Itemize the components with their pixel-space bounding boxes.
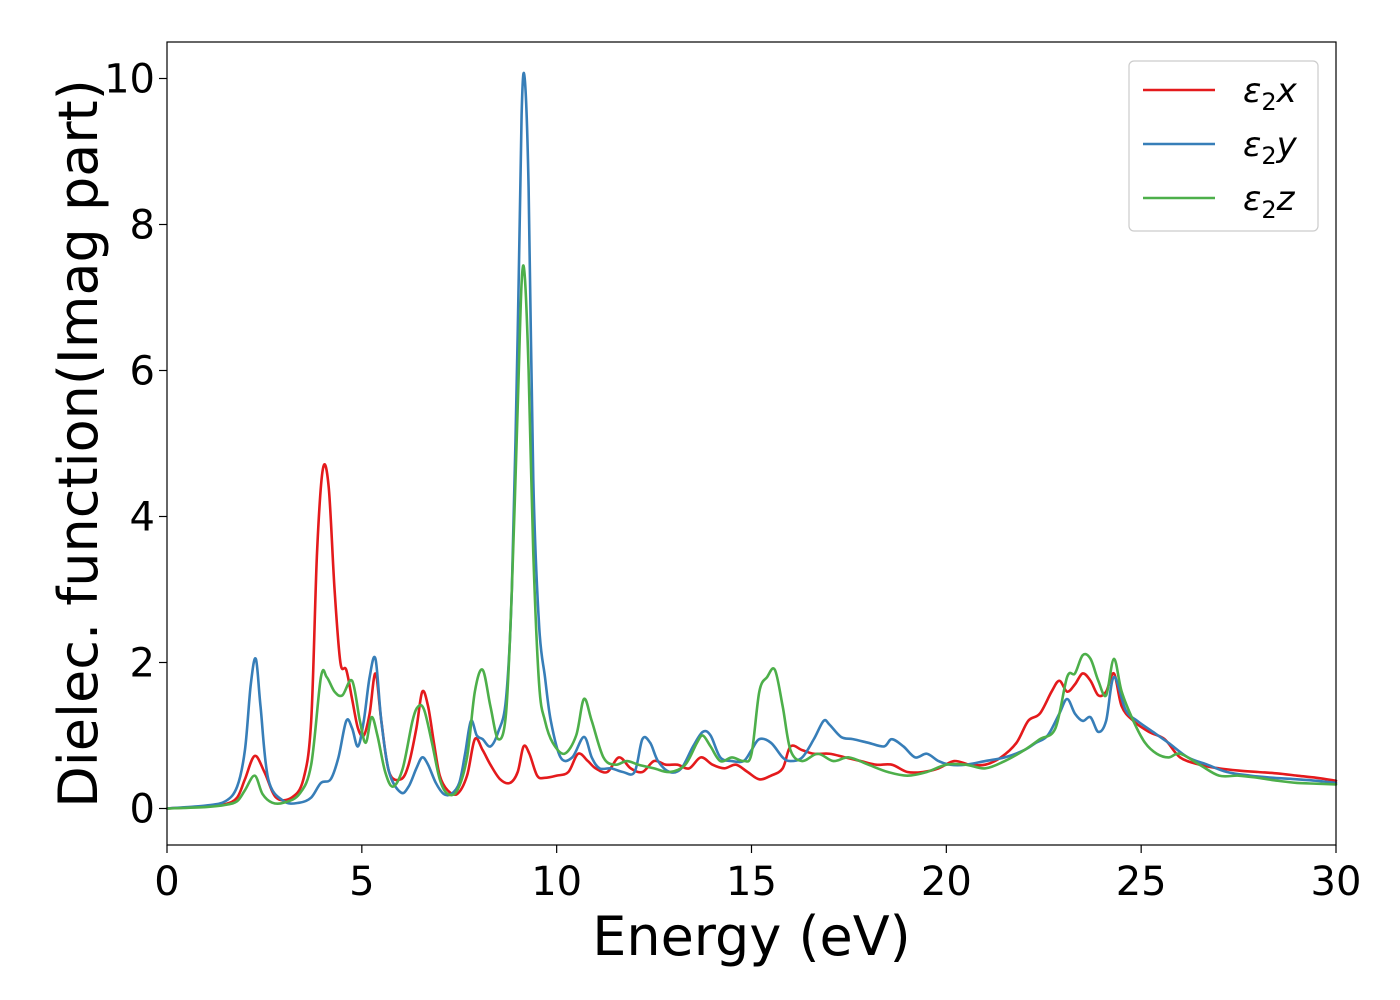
legend-label-y: ε2y [1243,125,1298,170]
x-tick-label: 0 [154,859,179,905]
y-axis-title: Dielec. function(Imag part) [47,79,110,808]
series-layer [165,71,1338,810]
y-tick-label: 6 [130,349,155,395]
y-tick-label: 2 [130,641,155,687]
x-tick-label: 30 [1311,859,1362,905]
y-tick-label: 8 [130,203,155,249]
x-tick-label: 5 [349,859,374,905]
ticks-layer: 0 5 10 15 20 25 30 0 2 4 6 8 10 [104,57,1361,906]
x-tick-label: 25 [1116,859,1167,905]
x-tick-label: 10 [531,859,582,905]
x-axis-title: Energy (eV) [592,905,911,968]
y-tick-label: 0 [130,787,155,833]
x-tick-label: 20 [921,859,972,905]
y-tick-label: 10 [104,57,155,103]
series-line-z [165,264,1338,810]
legend: ε2x ε2y ε2z [1128,60,1319,232]
legend-label-z: ε2z [1243,179,1296,224]
y-tick-label: 4 [130,495,155,541]
x-tick-label: 15 [726,859,777,905]
legend-label-x: ε2x [1243,71,1298,116]
legend-box [1128,60,1319,232]
